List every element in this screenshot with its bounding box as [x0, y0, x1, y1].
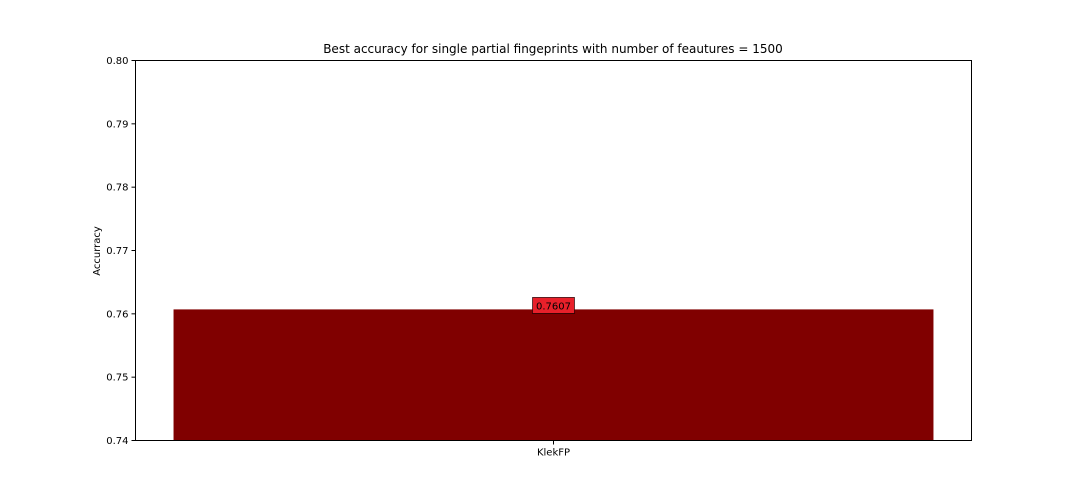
- y-tick-label: 0.75: [106, 373, 128, 384]
- bars: [173, 309, 934, 441]
- y-tick-label: 0.79: [106, 119, 128, 130]
- y-tick-label: 0.78: [106, 183, 128, 194]
- y-tick-label: 0.80: [106, 56, 128, 67]
- x-axis-ticks: KlekFP: [537, 440, 570, 459]
- data-labels: 0.7607: [532, 297, 575, 314]
- x-tick-label: KlekFP: [537, 448, 570, 459]
- data-label-box: [532, 297, 575, 314]
- y-tick-label: 0.76: [106, 309, 128, 320]
- plot-frame: [135, 60, 972, 441]
- y-axis-label: Accurracy: [92, 226, 103, 276]
- y-axis-ticks: 0.74 0.75 0.76 0.77 0.78 0.79 0.80: [106, 56, 136, 447]
- data-label: 0.7607: [536, 301, 571, 312]
- bar-klekfp: [173, 309, 934, 441]
- y-tick-label: 0.74: [106, 436, 128, 447]
- y-tick-label: 0.77: [106, 246, 128, 257]
- chart-title: Best accuracy for single partial fingepr…: [323, 42, 783, 56]
